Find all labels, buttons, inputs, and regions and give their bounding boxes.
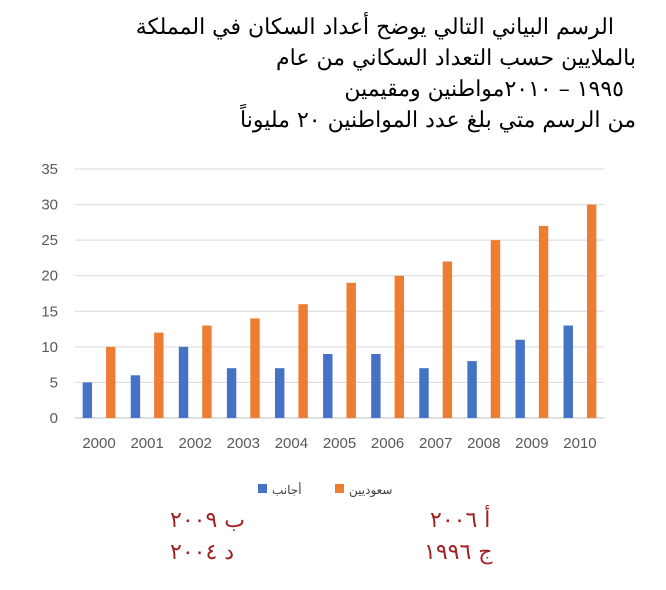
question-line-1: الرسم البياني التالي يوضح أعداد السكان ف… [135,15,614,40]
question-text: الرسم البياني التالي يوضح أعداد السكان ف… [16,12,636,136]
bar-saudi-2002 [202,325,212,418]
legend: أجانب سعوديين [258,482,392,498]
x-axis-tick-labels: 2000 2001 2002 2003 2004 2005 2006 2007 2008 2009… [82,435,596,452]
x-tick-label-2004: 2004 [275,435,308,452]
bar-saudi-2001 [154,332,164,418]
answer-option-c[interactable]: ج ١٩٩٦ [424,540,493,565]
bar-foreign-2009 [515,339,525,418]
bar-saudi-2008 [490,240,501,418]
bar-saudi-2006 [394,275,404,418]
y-tick-label-15: 15 [41,303,58,320]
answer-option-d[interactable]: د ٢٠٠٤ [170,540,235,565]
legend-swatch-saudi [335,484,344,493]
bar-foreign-2003 [226,368,237,418]
bar-foreign-2010 [563,325,573,418]
legend-swatch-foreign [258,484,267,493]
bar-foreign-2007 [419,368,429,418]
question-line-3: ١٩٩٥ – ٢٠١٠مواطنين ومقيمين [344,77,624,102]
bar-foreign-2001 [130,375,141,418]
y-tick-label-35: 35 [41,161,58,178]
bar-foreign-2008 [467,361,477,418]
bar-foreign-2002 [178,346,189,418]
x-tick-label-2009: 2009 [515,435,548,452]
y-tick-label-0: 0 [50,410,58,427]
y-tick-label-25: 25 [41,232,58,249]
x-tick-label-2001: 2001 [130,435,163,452]
x-tick-label-2008: 2008 [467,435,500,452]
bar-saudi-2007 [442,261,453,418]
bar-saudi-2003 [250,318,260,418]
bar-saudi-2009 [538,225,549,418]
bar-foreign-2000 [82,382,93,418]
x-tick-label-2002: 2002 [179,435,212,452]
answer-option-b[interactable]: ب ٢٠٠٩ [170,508,245,533]
y-tick-label-10: 10 [41,339,58,356]
bar-saudi-2000 [106,346,116,418]
bar-saudi-2005 [346,282,356,418]
question-line-4: من الرسم متي بلغ عدد المواطنين ٢٠ مليونا… [240,108,636,133]
x-tick-label-2005: 2005 [323,435,356,452]
question-line-2: بالملايين حسب التعداد السكاني من عام [276,46,636,71]
bar-foreign-2006 [371,353,381,418]
bars [82,204,597,418]
y-tick-label-20: 20 [41,268,58,285]
x-tick-label-2006: 2006 [371,435,404,452]
y-tick-label-30: 30 [41,197,58,214]
legend-label-saudi: سعوديين [349,483,392,498]
x-tick-label-2003: 2003 [227,435,260,452]
y-tick-label-5: 5 [50,374,58,391]
x-tick-label-2000: 2000 [82,435,115,452]
bar-foreign-2004 [275,368,285,418]
bar-saudi-2010 [586,204,597,418]
legend-label-foreign: أجانب [272,482,302,497]
answer-option-a[interactable]: أ ٢٠٠٦ [430,508,491,533]
bar-saudi-2004 [298,304,308,418]
x-tick-label-2010: 2010 [563,435,596,452]
x-tick-label-2007: 2007 [419,435,452,452]
bar-foreign-2005 [323,353,333,418]
y-axis-tick-labels: 0 5 10 15 20 25 30 35 [41,161,58,427]
